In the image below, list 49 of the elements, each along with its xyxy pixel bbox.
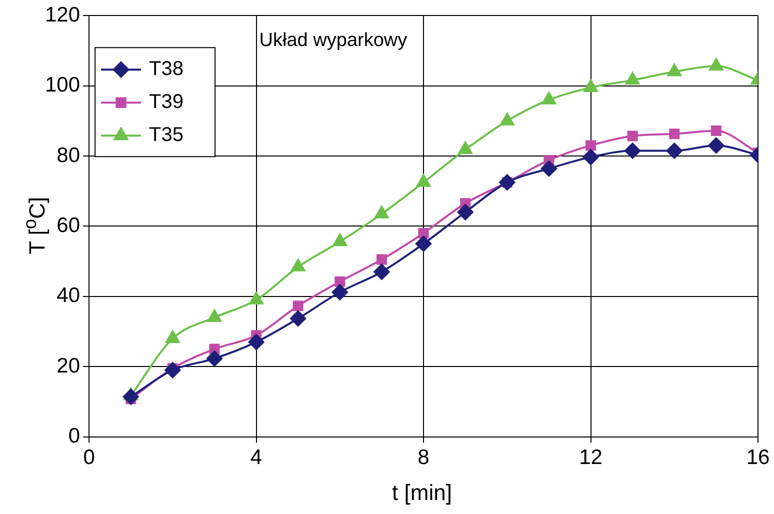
point [627, 130, 638, 142]
point [374, 264, 390, 280]
point [332, 284, 348, 300]
point [582, 149, 599, 166]
point [416, 174, 431, 187]
x-tick-label: 12 [579, 446, 602, 470]
point [669, 128, 680, 140]
point [626, 72, 640, 85]
point [164, 362, 181, 378]
y-tick-label: 80 [56, 144, 80, 167]
point [122, 388, 139, 405]
point [292, 300, 304, 312]
point [710, 125, 722, 136]
point [666, 142, 682, 159]
point [624, 142, 641, 159]
y-tick-label: 40 [56, 284, 80, 308]
x-tick-label: 0 [83, 446, 95, 470]
point [290, 310, 306, 327]
point [499, 174, 516, 190]
point [206, 350, 222, 367]
point [542, 92, 556, 104]
y-tick-label: 120 [44, 3, 80, 26]
x-tick-label: 16 [746, 446, 770, 470]
point [584, 80, 598, 92]
point [500, 112, 514, 126]
x-axis-title: t [min] [391, 480, 453, 506]
legend-label: T38 [149, 58, 184, 80]
point [708, 137, 724, 154]
point [334, 276, 346, 287]
point [458, 142, 472, 154]
point [416, 236, 432, 252]
point [709, 58, 724, 71]
point [457, 204, 474, 220]
y-tick-label: 20 [56, 354, 80, 378]
point [540, 160, 557, 177]
y-tick-label: 100 [44, 74, 80, 97]
point [376, 254, 387, 265]
y-tick-label: 60 [56, 214, 80, 237]
point [418, 228, 429, 238]
x-tick-label: 8 [418, 446, 430, 470]
x-tick-label: 4 [250, 446, 262, 470]
point [586, 140, 596, 151]
legend-label: T39 [149, 91, 184, 114]
legend-label: T35 [149, 124, 184, 146]
point [332, 234, 347, 246]
point [248, 334, 264, 350]
y-tick-label: 0 [68, 424, 80, 448]
point [667, 64, 682, 76]
annotation: Układ wyparkowy [259, 30, 408, 51]
